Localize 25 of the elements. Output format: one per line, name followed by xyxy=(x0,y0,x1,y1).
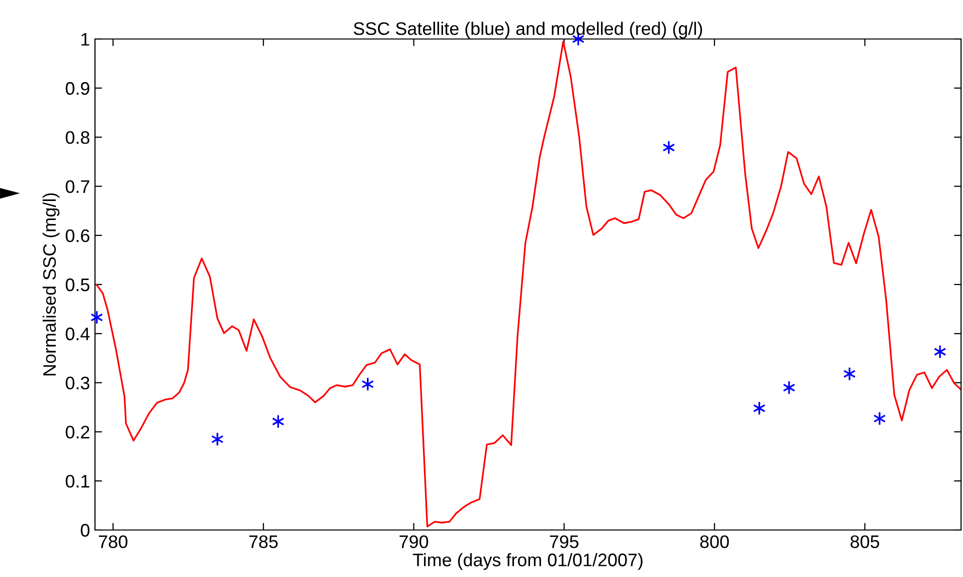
y-tick-label: 0.8 xyxy=(66,131,90,144)
x-tick-label: 790 xyxy=(400,535,428,548)
y-tick-label: 0.5 xyxy=(66,278,90,292)
y-axis-title: Normalised SSC (mg/l) xyxy=(42,193,60,376)
point xyxy=(934,344,946,359)
x-tick-label: 805 xyxy=(850,535,880,548)
y-tick-label: 0.1 xyxy=(66,474,90,488)
y-tick-label: 0 xyxy=(80,524,90,537)
y-tick-label: 0.9 xyxy=(66,82,90,95)
x-tick-label: 800 xyxy=(700,535,729,548)
line-series xyxy=(96,40,962,528)
x-tick-label: 785 xyxy=(249,535,278,548)
y-tick-label: 0.2 xyxy=(66,426,90,439)
y-tick-label: 0.7 xyxy=(66,180,90,194)
point xyxy=(843,366,856,381)
point xyxy=(873,411,886,426)
x-axis-title: Time (days from 01/01/2007) xyxy=(412,553,642,570)
y-tick-label: 0.6 xyxy=(66,229,90,242)
x-tick-label: 780 xyxy=(98,535,128,548)
point xyxy=(782,380,796,395)
y-tick-label: 1 xyxy=(81,33,90,46)
x-tick-label: 795 xyxy=(550,535,578,548)
y-tick-label: 0.4 xyxy=(66,328,90,340)
y-tick-label: 0.3 xyxy=(66,376,90,390)
chart-title: SSC Satellite (blue) and modelled (red) (g/l) xyxy=(354,22,702,39)
